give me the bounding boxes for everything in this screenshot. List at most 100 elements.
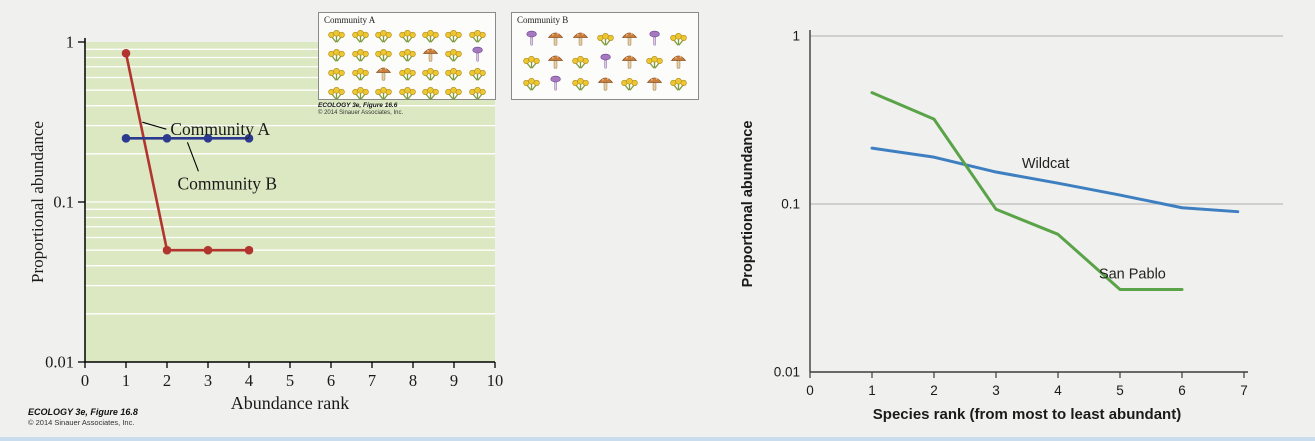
purple-mushroom-icon — [649, 31, 660, 46]
x-tick-label: 5 — [1116, 383, 1124, 398]
yellow-flower-icon — [398, 86, 416, 100]
x-tick-label: 6 — [1178, 383, 1186, 398]
caption-title: ECOLOGY 3e, Figure 16.8 — [28, 407, 138, 417]
species-rank-chart-svg: 0 1 2 3 4 5 6 7 1 0.1 0.01 Species rank (from most … — [740, 29, 1283, 423]
san-pablo-label: San Pablo — [1099, 267, 1166, 283]
brown-mushroom-icon — [376, 67, 391, 81]
brown-mushroom-icon — [423, 48, 438, 62]
yellow-flower-icon — [351, 86, 369, 100]
y-tick-label: 1 — [66, 33, 74, 52]
yellow-flower-icon — [670, 32, 688, 47]
brown-mushroom-icon — [646, 77, 662, 91]
yellow-flower-icon — [421, 29, 439, 43]
community-a-inset-title: Community A — [324, 15, 376, 25]
yellow-flower-icon — [328, 29, 346, 43]
brown-mushroom-icon — [573, 32, 588, 46]
yellow-flower-icon — [670, 77, 688, 91]
yellow-flower-icon — [596, 32, 614, 47]
yellow-flower-icon — [621, 77, 639, 91]
community-b-point — [162, 134, 172, 143]
yellow-flower-icon — [328, 86, 346, 100]
wildcat-label: Wildcat — [1022, 156, 1070, 172]
x-tick-label: 2 — [930, 383, 938, 398]
yellow-flower-icon — [445, 67, 463, 81]
x-axis-label: Abundance rank — [231, 393, 349, 413]
yellow-flower-icon — [571, 55, 589, 69]
yellow-flower-icon — [351, 29, 369, 43]
community-a-leader-line — [142, 121, 167, 130]
yellow-flower-icon — [398, 29, 416, 43]
san-pablo-line — [870, 91, 1184, 291]
yellow-flower-icon — [351, 67, 369, 81]
caption-title: ECOLOGY 3e, Figure 16.6 — [318, 102, 398, 109]
yellow-flower-icon — [328, 67, 346, 81]
x-tick-label: 8 — [409, 371, 417, 390]
yellow-flower-icon — [445, 86, 463, 100]
community-b-leader-line — [186, 142, 199, 172]
purple-mushroom-icon — [599, 53, 611, 69]
x-tick-label: 4 — [1054, 383, 1062, 398]
community-a-point — [121, 48, 131, 58]
x-tick-label: 5 — [286, 371, 294, 390]
purple-mushroom-icon — [526, 31, 537, 46]
organism-row — [324, 63, 490, 82]
bottom-strip — [0, 437, 1315, 441]
y-axis-label: Proportional abundance — [740, 121, 756, 288]
organism-row — [517, 51, 693, 70]
x-tick-label: 9 — [450, 371, 458, 390]
yellow-flower-icon — [468, 86, 486, 100]
purple-mushroom-icon — [550, 75, 562, 91]
organism-row — [517, 73, 693, 92]
community-a-label: Community A — [170, 119, 270, 139]
y-tick-label: 0.01 — [774, 365, 800, 380]
organism-row — [324, 82, 490, 101]
x-tick-label: 1 — [122, 371, 130, 390]
yellow-flower-icon — [375, 86, 393, 100]
organism-row — [517, 28, 693, 47]
y-tick-label: 0.01 — [45, 353, 74, 372]
community-b-point — [244, 134, 254, 143]
community-a-point — [162, 245, 172, 255]
x-axis-label: Species rank (from most to least abundan… — [873, 406, 1181, 423]
community-a-organisms — [324, 25, 490, 100]
community-a-inset: Community A — [318, 12, 496, 100]
brown-mushroom-icon — [671, 54, 687, 69]
community-a-point — [203, 245, 213, 255]
x-tick-label: 0 — [806, 383, 814, 398]
community-b-inset: Community B — [511, 12, 699, 100]
x-tick-label: 1 — [868, 383, 876, 398]
x-tick-label: 2 — [163, 371, 171, 390]
x-tick-label: 3 — [992, 383, 1000, 398]
x-tick-label: 0 — [81, 371, 89, 390]
yellow-flower-icon — [398, 48, 416, 62]
yellow-flower-icon — [398, 67, 416, 81]
community-b-label: Community B — [177, 173, 277, 193]
species-rank-chart: 0 1 2 3 4 5 6 7 1 0.1 0.01 Species rank (from most … — [738, 4, 1298, 441]
community-a-line — [124, 53, 249, 252]
organism-row — [324, 25, 490, 44]
yellow-flower-icon — [351, 48, 369, 62]
y-tick-label: 1 — [792, 29, 800, 44]
yellow-flower-icon — [421, 86, 439, 100]
brown-mushroom-icon — [597, 77, 613, 91]
y-axis-label: Proportional abundance — [28, 121, 47, 283]
x-tick-label: 4 — [245, 371, 253, 390]
yellow-flower-icon — [522, 55, 540, 69]
brown-mushroom-icon — [548, 54, 564, 69]
community-b-point — [121, 134, 131, 143]
yellow-flower-icon — [522, 77, 540, 91]
community-b-inset-title: Community B — [517, 15, 569, 25]
yellow-flower-icon — [645, 55, 663, 69]
x-tick-label: 7 — [1240, 383, 1248, 398]
community-b-organisms — [517, 25, 693, 95]
brown-mushroom-icon — [548, 32, 564, 46]
caption-credit: © 2014 Sinauer Associates, Inc. — [28, 418, 135, 428]
organism-row — [324, 44, 490, 63]
x-tick-label: 3 — [204, 371, 212, 390]
community-a-point — [244, 245, 254, 255]
y-tick-label: 0.1 — [53, 193, 74, 212]
brown-mushroom-icon — [622, 32, 637, 46]
yellow-flower-icon — [571, 77, 589, 91]
yellow-flower-icon — [375, 48, 393, 62]
